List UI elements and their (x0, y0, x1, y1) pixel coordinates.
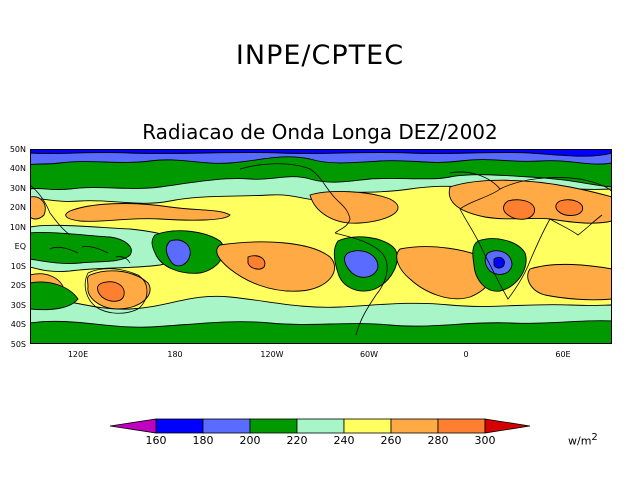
lon-label-60w: 60W (359, 350, 379, 359)
coastline-indonesia (49, 246, 131, 264)
colorbar-tick-300: 300 (474, 434, 496, 447)
band-pacific-200 (165, 239, 191, 267)
coastlines (30, 163, 612, 336)
band-north-300 (503, 199, 536, 220)
colorbar-unit-base: w/m (568, 434, 592, 448)
colorbar-tick-260: 260 (380, 434, 402, 447)
lat-label-50s: 50S (10, 340, 26, 349)
lat-label-10n: 10N (9, 223, 26, 232)
colorbar-280-300 (437, 418, 486, 434)
band-indian-280 (527, 263, 612, 301)
lon-label-180: 180 (167, 350, 183, 359)
lat-label-10s: 10S (10, 262, 26, 271)
coastline-australia (84, 268, 148, 314)
colorbar-unit-exponent: 2 (591, 432, 598, 443)
colorbar-tick-180: 180 (192, 434, 214, 447)
lat-label-40s: 40S (10, 320, 26, 329)
colorbar-160-180 (155, 418, 204, 434)
band-amazon-200 (344, 250, 379, 278)
colorbar-tick-240: 240 (333, 434, 355, 447)
colorbar-tick-280: 280 (427, 434, 449, 447)
lat-label-20s: 20S (10, 281, 26, 290)
band-satlantic-280 (396, 246, 495, 300)
band-australia-300 (97, 281, 125, 302)
colorbar-260-280 (390, 418, 439, 434)
lat-label-50n: 50N (9, 145, 26, 154)
coastline-north-america (239, 163, 351, 234)
band-africa-180 (493, 256, 505, 269)
colorbar-tick-220: 220 (286, 434, 308, 447)
lat-label-eq: EQ (14, 242, 26, 251)
lon-label-60e: 60E (555, 350, 571, 359)
band-north-180 (30, 149, 612, 157)
colorbar (110, 418, 530, 434)
band-north-280b (309, 191, 399, 224)
band-south-220 (30, 320, 612, 344)
lat-label-40n: 40N (9, 164, 26, 173)
colorbar-unit: w/m2 (568, 432, 598, 448)
map-title: Radiacao de Onda Longa DEZ/2002 (142, 120, 498, 144)
band-sepacific-300 (247, 255, 266, 270)
band-north-280d (30, 196, 46, 220)
colorbar-tick-200: 200 (239, 434, 261, 447)
colorbar-high-arrow (484, 418, 530, 434)
lat-label-30n: 30N (9, 184, 26, 193)
band-south-220b (30, 281, 79, 311)
coastline-asia (499, 177, 612, 236)
band-north-280c (65, 203, 231, 222)
institution-title: INPE/CPTEC (235, 40, 405, 71)
colorbar-220-240 (296, 418, 345, 434)
colorbar-tick-160: 160 (145, 434, 167, 447)
lon-label-120e: 120E (67, 350, 89, 359)
olr-map (30, 149, 612, 344)
colorbar-low-arrow (110, 418, 157, 434)
colorbar-180-200 (202, 418, 251, 434)
band-north-300b (555, 199, 584, 216)
band-sepacific-280 (216, 241, 335, 292)
coastline-east-asia (30, 184, 71, 236)
lon-label-120w: 120W (260, 350, 284, 359)
coastline-south-america (334, 232, 388, 336)
lat-label-30s: 30S (10, 301, 26, 310)
band-equator-220b (30, 232, 132, 264)
colorbar-200-220 (249, 418, 298, 434)
lon-label-0: 0 (463, 350, 469, 359)
colorbar-240-260 (343, 418, 392, 434)
lat-label-20n: 20N (9, 203, 26, 212)
